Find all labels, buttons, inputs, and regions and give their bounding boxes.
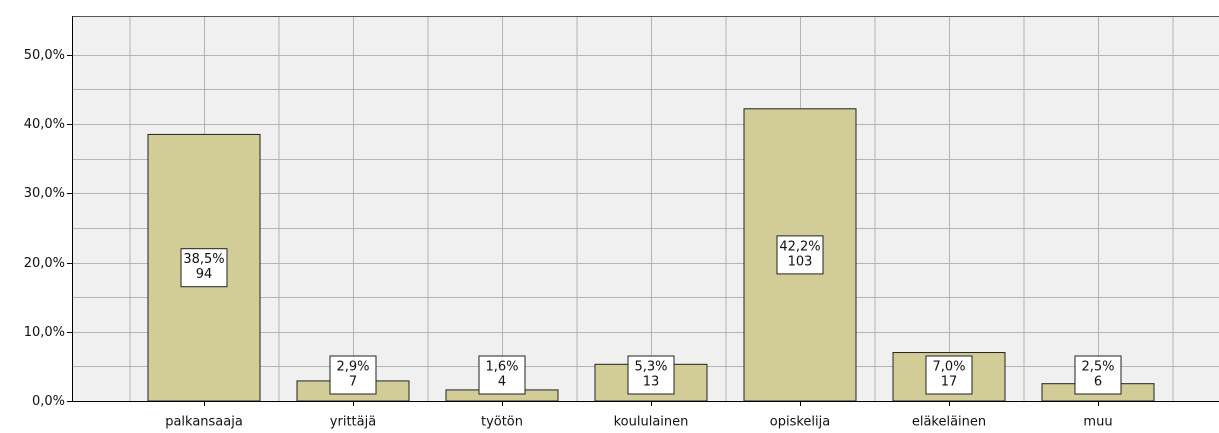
- data-label-box: [627, 355, 675, 395]
- x-tick-label: koululainen: [614, 415, 689, 430]
- y-tick-label: 30,0%: [24, 186, 65, 201]
- data-label: 38,5%: [183, 252, 224, 267]
- data-label: 7,0%: [932, 360, 965, 375]
- y-tick-label: 50,0%: [24, 48, 65, 63]
- data-label: 5,3%: [634, 360, 667, 375]
- data-label: 42,2%: [779, 239, 820, 254]
- count-label: 103: [788, 254, 813, 269]
- count-label: 94: [196, 267, 213, 282]
- x-tick-label: muu: [1083, 415, 1112, 430]
- data-label-box: [478, 355, 526, 395]
- count-label: 17: [941, 375, 958, 390]
- x-tick-label: työtön: [481, 415, 523, 430]
- data-label-box: [329, 355, 377, 395]
- count-label: 7: [349, 375, 357, 390]
- data-label: 2,9%: [336, 360, 369, 375]
- data-label-box: [925, 355, 973, 395]
- y-tick-label: 10,0%: [24, 325, 65, 340]
- data-label: 2,5%: [1081, 360, 1114, 375]
- data-label-box: [1074, 355, 1122, 395]
- y-tick-label: 20,0%: [24, 256, 65, 271]
- x-tick-label: palkansaaja: [165, 415, 243, 430]
- x-tick-label: yrittäjä: [330, 415, 376, 430]
- plot-background: [72, 16, 1219, 401]
- count-label: 13: [643, 375, 660, 390]
- data-label-box: [180, 248, 228, 288]
- y-tick-label: 0,0%: [32, 394, 65, 409]
- count-label: 6: [1094, 375, 1102, 390]
- count-label: 4: [498, 375, 506, 390]
- data-label: 1,6%: [485, 360, 518, 375]
- y-tick-label: 40,0%: [24, 117, 65, 132]
- data-label-box: [776, 235, 824, 275]
- x-tick-label: eläkeläinen: [912, 415, 986, 430]
- x-tick-label: opiskelija: [770, 415, 830, 430]
